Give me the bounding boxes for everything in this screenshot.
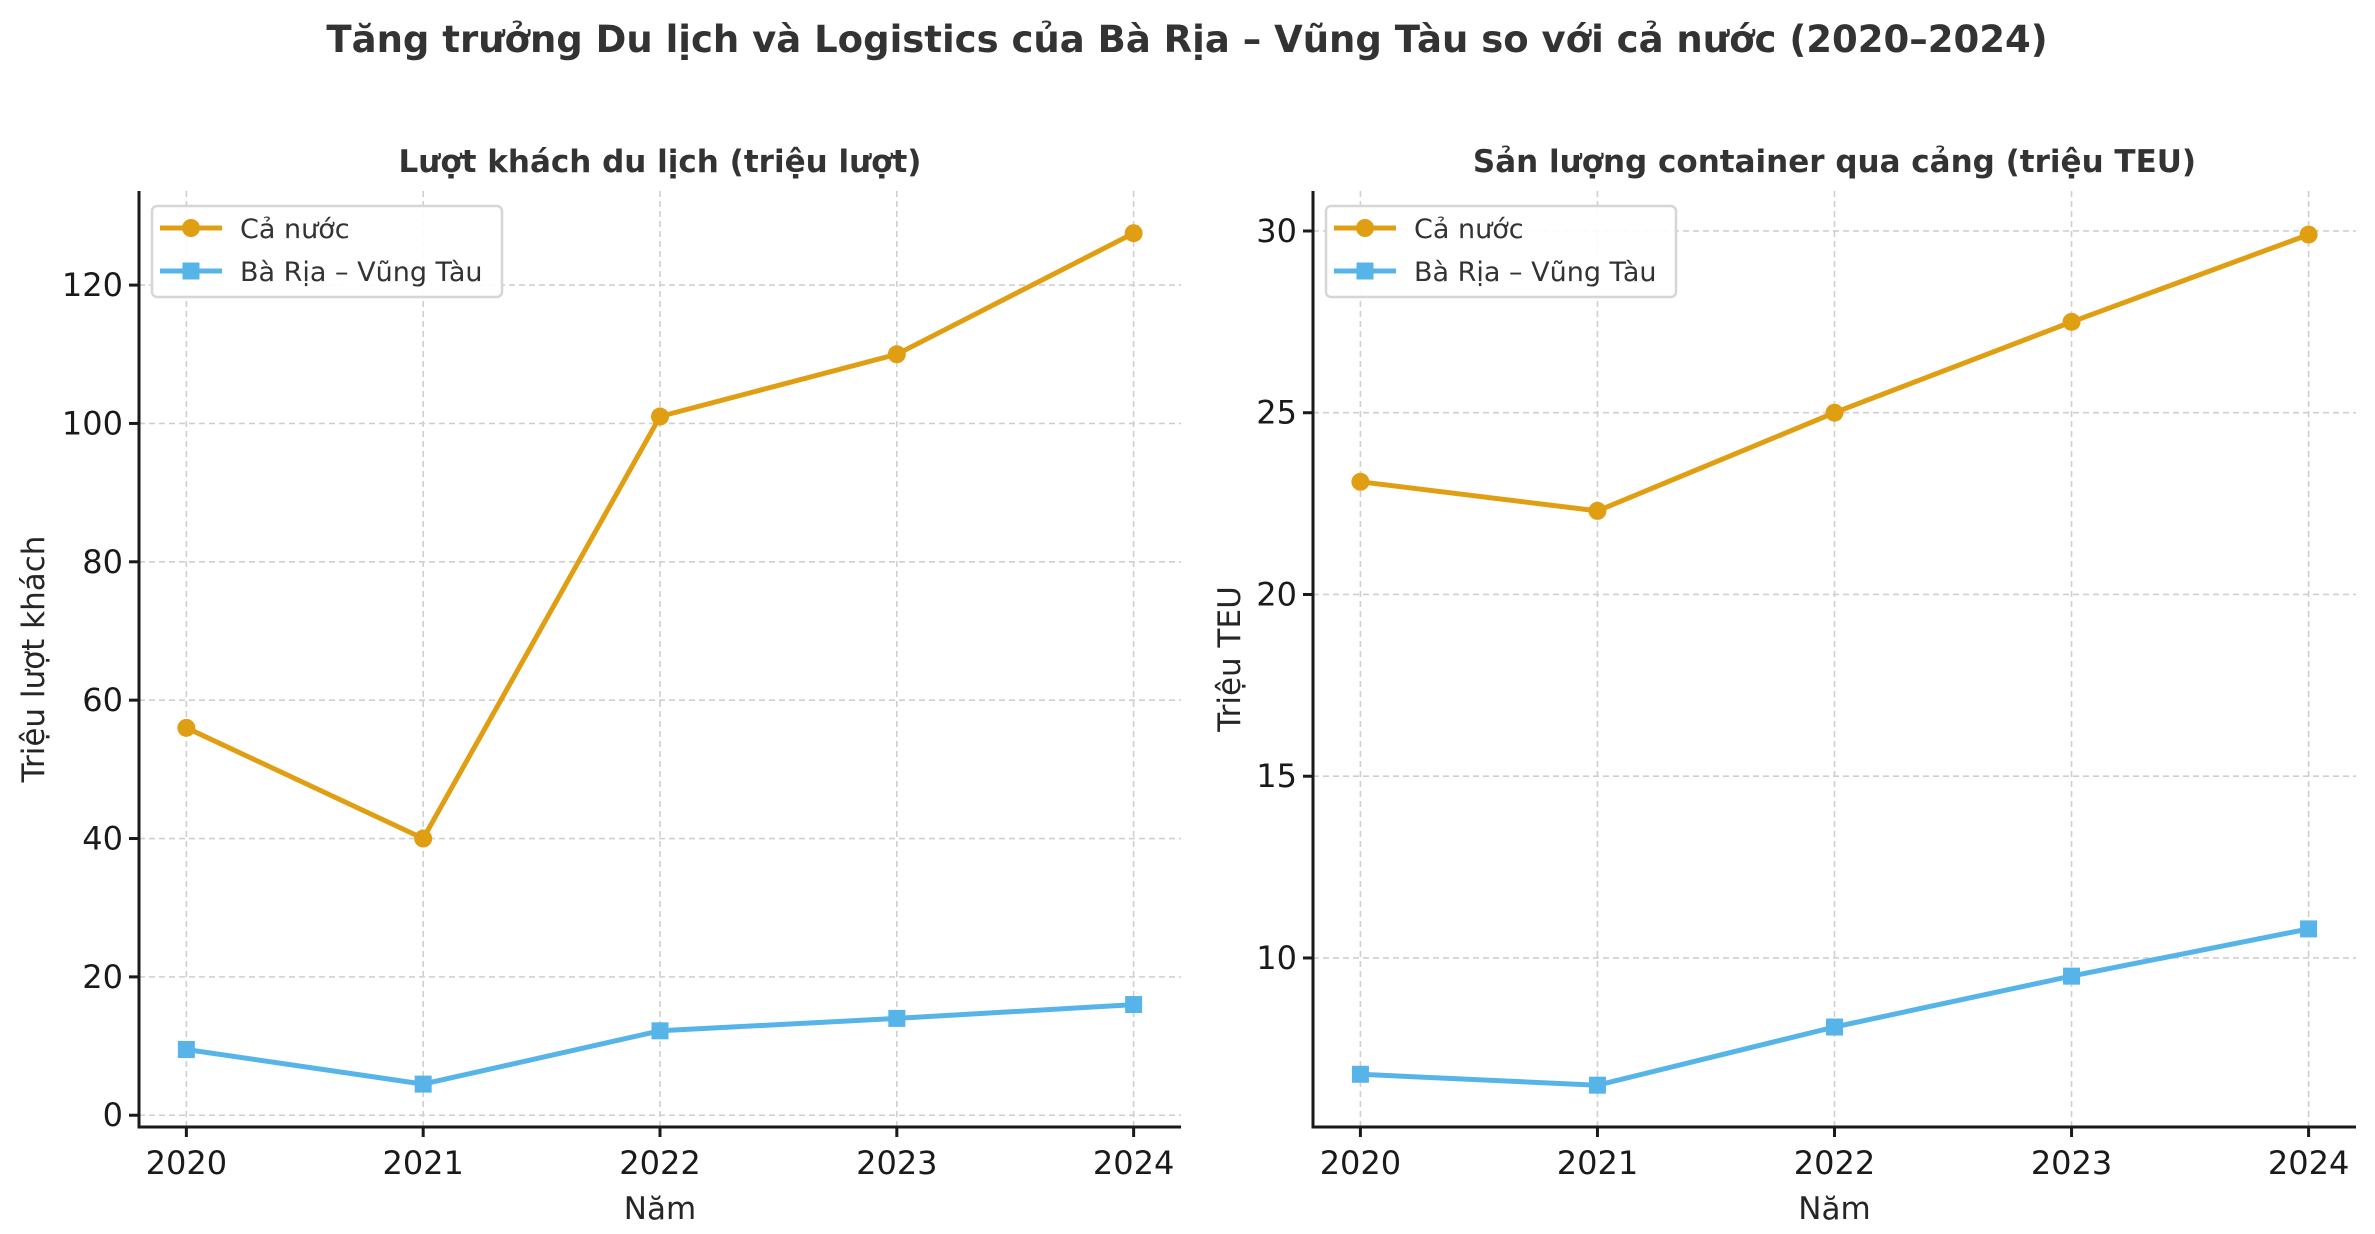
x-tick-label: 2023 xyxy=(856,1144,937,1182)
legend-circle-marker-icon xyxy=(1356,219,1374,237)
x-tick-label: 2023 xyxy=(2031,1144,2112,1182)
data-point-ca-nuoc xyxy=(1825,403,1844,422)
legend-square-marker-icon xyxy=(1356,262,1374,280)
x-tick-label: 2022 xyxy=(619,1144,700,1182)
y-axis-label: Triệu lượt khách xyxy=(16,536,52,784)
data-point-ca-nuoc xyxy=(1351,472,1370,491)
legend-square-marker-icon xyxy=(182,262,200,280)
data-point-ca-nuoc xyxy=(1588,501,1607,520)
data-point-ca-nuoc xyxy=(177,718,196,737)
data-point-ca-nuoc xyxy=(1124,224,1143,243)
legend: Cả nước Bà Rịa – Vũng Tàu xyxy=(150,204,504,299)
y-tick-label: 0 xyxy=(103,1096,123,1134)
data-point-ca-nuoc xyxy=(2299,225,2318,244)
y-tick-label: 15 xyxy=(1256,757,1297,795)
data-point-ba-ria-vung-tau xyxy=(177,1041,195,1059)
chart-title: Sản lượng container qua cảng (triệu TEU) xyxy=(1473,144,2196,180)
y-tick-label: 80 xyxy=(82,543,123,581)
data-point-ba-ria-vung-tau xyxy=(414,1075,432,1093)
data-point-ba-ria-vung-tau xyxy=(1351,1065,1369,1083)
y-tick-label: 120 xyxy=(62,266,123,304)
data-point-ba-ria-vung-tau xyxy=(651,1022,669,1040)
x-tick-label: 2022 xyxy=(1794,1144,1875,1182)
x-axis-label: Năm xyxy=(624,1191,696,1227)
data-point-ba-ria-vung-tau xyxy=(1588,1076,1606,1094)
data-point-ca-nuoc xyxy=(414,829,433,848)
y-tick-label: 10 xyxy=(1256,939,1297,977)
y-tick-label: 40 xyxy=(82,820,123,858)
x-tick-label: 2020 xyxy=(146,1144,227,1182)
x-tick-label: 2024 xyxy=(1093,1144,1174,1182)
y-tick-label: 60 xyxy=(82,681,123,719)
x-tick-label: 2020 xyxy=(1320,1144,1401,1182)
data-point-ba-ria-vung-tau xyxy=(1125,996,1143,1014)
y-axis-label: Triệu TEU xyxy=(1212,586,1248,733)
legend-box xyxy=(1324,204,1678,299)
data-point-ba-ria-vung-tau xyxy=(888,1009,906,1027)
legend-label: Bà Rịa – Vũng Tàu xyxy=(240,257,483,288)
y-tick-label: 20 xyxy=(82,958,123,996)
data-point-ca-nuoc xyxy=(2062,312,2081,331)
y-tick-label: 100 xyxy=(62,404,123,442)
legend-box xyxy=(150,204,504,299)
y-tick-label: 25 xyxy=(1256,394,1297,432)
data-point-ba-ria-vung-tau xyxy=(1826,1018,1843,1036)
x-axis-label: Năm xyxy=(1798,1191,1870,1227)
x-tick-label: 2021 xyxy=(382,1144,463,1182)
x-tick-label: 2021 xyxy=(1557,1144,1638,1182)
chart-title: Lượt khách du lịch (triệu lượt) xyxy=(399,144,922,180)
legend-label: Cả nước xyxy=(1414,214,1524,245)
chart-tourism: Lượt khách du lịch (triệu lượt) 0 20 40 60 80… xyxy=(16,144,1181,1227)
data-point-ca-nuoc xyxy=(651,407,669,426)
legend-label: Cả nước xyxy=(240,214,350,245)
chart-container: Sản lượng container qua cảng (triệu TEU)… xyxy=(1212,144,2356,1227)
figure-title: Tăng trưởng Du lịch và Logistics của Bà … xyxy=(326,18,2047,61)
legend-circle-marker-icon xyxy=(182,219,200,237)
y-tick-label: 30 xyxy=(1256,212,1297,250)
legend-label: Bà Rịa – Vũng Tàu xyxy=(1414,257,1657,288)
legend: Cả nước Bà Rịa – Vũng Tàu xyxy=(1324,204,1678,299)
data-point-ca-nuoc xyxy=(887,345,906,364)
data-point-ba-ria-vung-tau xyxy=(2300,920,2318,938)
y-tick-label: 20 xyxy=(1256,575,1297,613)
x-tick-label: 2024 xyxy=(2268,1144,2349,1182)
data-point-ba-ria-vung-tau xyxy=(2063,967,2081,985)
